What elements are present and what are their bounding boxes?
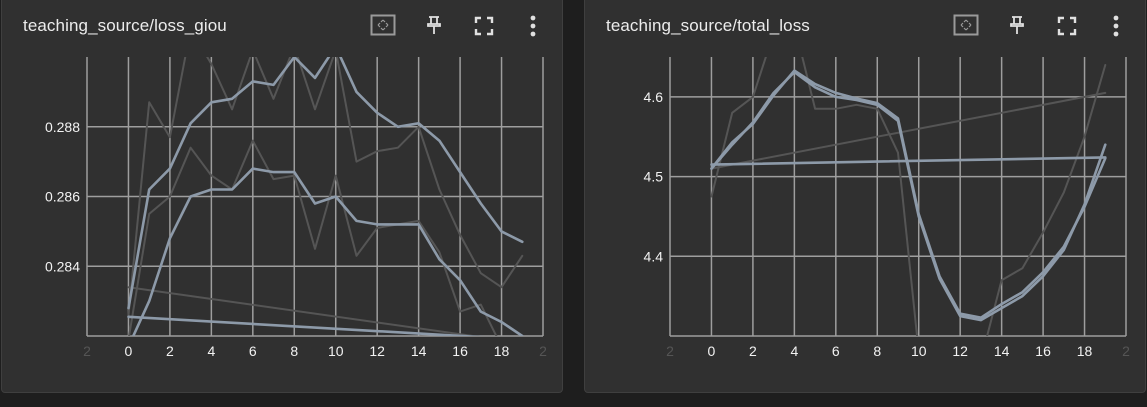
x-tick-label: 18 [494, 343, 510, 359]
fit-domain-icon [953, 14, 979, 36]
more-vert-icon [530, 15, 536, 37]
more-vert-icon [1113, 15, 1119, 37]
y-tick-label: 4.6 [644, 89, 664, 105]
y-tick-labels: 4.4 4.5 4.6 [644, 89, 664, 264]
y-tick-labels: 0.284 0.286 0.288 [45, 119, 80, 275]
chart-card-loss-giou: 0 2 4 6 8 10 12 14 16 18 2 2 0.284 0.286 0.288 teachin… [1, 0, 563, 393]
chart-plot-area[interactable]: 0 2 4 6 8 10 12 14 16 18 2 2 4.4 4.5 4.6 [585, 0, 1146, 393]
y-tick-label: 0.284 [45, 258, 80, 274]
y-tick-label: 4.5 [644, 169, 664, 185]
more-options-button[interactable] [520, 13, 546, 39]
chart-card-total-loss: 0 2 4 6 8 10 12 14 16 18 2 2 4.4 4.5 4.6 teaching_sour… [584, 0, 1146, 393]
x-tick-label: 6 [832, 343, 840, 359]
y-tick-label: 0.286 [45, 189, 80, 205]
x-tick-label: 12 [952, 343, 968, 359]
fullscreen-icon [474, 16, 494, 36]
pin-icon [1010, 16, 1024, 34]
x-tick-label: 0 [708, 343, 716, 359]
x-tick-label: 2 [166, 343, 174, 359]
series-line-smoothed-2 [710, 69, 1107, 320]
fit-domain-icon [370, 14, 396, 36]
x-tick-label: 16 [1035, 343, 1051, 359]
series-line-raw-1 [128, 139, 498, 336]
fit-domain-button[interactable] [370, 13, 396, 39]
series-group [127, 57, 524, 336]
y-tick-label: 4.4 [644, 248, 664, 264]
x-tick-label: 10 [328, 343, 344, 359]
series-group [710, 57, 1107, 336]
series-line-smoothed-5 [127, 315, 485, 336]
grid [86, 57, 544, 337]
x-tick-label: 10 [911, 343, 927, 359]
x-tick-label: 8 [290, 343, 298, 359]
x-tick-label-edge: 2 [1122, 343, 1130, 359]
x-tick-label: 6 [249, 343, 257, 359]
chart-plot-area[interactable]: 0 2 4 6 8 10 12 14 16 18 2 2 0.284 0.286 0.288 [2, 0, 563, 393]
fullscreen-icon [1057, 16, 1077, 36]
series-line-smoothed-4 [710, 156, 1107, 166]
x-tick-label: 4 [790, 343, 798, 359]
x-tick-label: 14 [994, 343, 1010, 359]
series-line-smoothed-4 [131, 167, 524, 336]
more-options-button[interactable] [1103, 13, 1129, 39]
pin-button[interactable] [1004, 13, 1030, 39]
series-line-raw-2 [127, 286, 481, 336]
x-tick-label-edge: 2 [539, 343, 547, 359]
x-tick-label: 4 [207, 343, 215, 359]
grid [669, 57, 1127, 337]
x-tick-label: 2 [749, 343, 757, 359]
fullscreen-button[interactable] [1054, 13, 1080, 39]
x-tick-label: 16 [452, 343, 468, 359]
x-tick-label: 18 [1077, 343, 1093, 359]
series-line-raw-0 [127, 57, 524, 317]
fullscreen-button[interactable] [471, 13, 497, 39]
series-line-raw-0 [710, 57, 1107, 336]
series-line-smoothed-3 [127, 57, 524, 310]
series-line-smoothed-3 [710, 70, 1107, 322]
x-tick-label: 0 [125, 343, 133, 359]
chart-title: teaching_source/loss_giou [23, 16, 227, 35]
pin-button[interactable] [421, 13, 447, 39]
fit-domain-button[interactable] [953, 13, 979, 39]
pin-icon [427, 16, 441, 34]
series-line-raw-1 [710, 91, 1107, 170]
y-tick-label: 0.288 [45, 119, 80, 135]
x-tick-label: 8 [873, 343, 881, 359]
x-tick-labels: 0 2 4 6 8 10 12 14 16 18 2 2 [666, 343, 1130, 359]
x-tick-label: 14 [411, 343, 427, 359]
x-tick-label: 12 [369, 343, 385, 359]
x-tick-label-edge: 2 [83, 343, 91, 359]
x-tick-labels: 0 2 4 6 8 10 12 14 16 18 2 2 [83, 343, 547, 359]
chart-title: teaching_source/total_loss [606, 16, 810, 35]
x-tick-label-edge: 2 [666, 343, 674, 359]
